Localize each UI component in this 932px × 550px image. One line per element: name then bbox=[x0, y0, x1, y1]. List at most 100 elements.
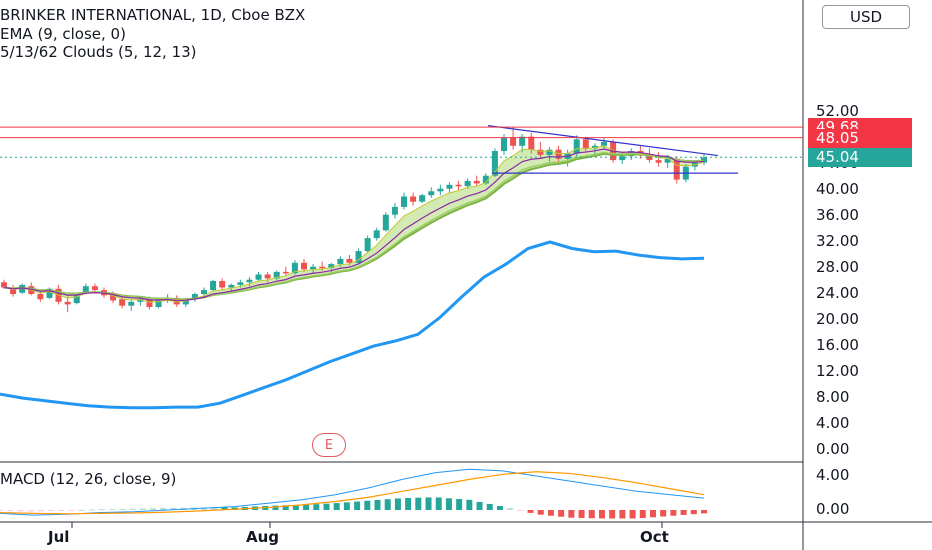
macd-histogram-bar bbox=[88, 509, 95, 511]
macd-histogram-bar bbox=[27, 510, 34, 512]
ema-9-line bbox=[3, 148, 705, 302]
candle bbox=[528, 132, 535, 154]
price-tick: 12.00 bbox=[816, 362, 859, 380]
candle-body bbox=[537, 149, 544, 155]
candle bbox=[546, 147, 553, 162]
candle-body bbox=[464, 180, 471, 187]
macd-histogram-bar bbox=[272, 505, 279, 510]
macd-histogram-bar bbox=[558, 510, 565, 517]
candle bbox=[201, 287, 207, 297]
candle bbox=[455, 180, 462, 190]
price-tick: 16.00 bbox=[816, 336, 859, 354]
macd-histogram-bar bbox=[649, 510, 656, 518]
candle-body bbox=[410, 196, 417, 202]
candle bbox=[128, 300, 135, 311]
macd-histogram-bar bbox=[292, 505, 299, 510]
candle-body bbox=[119, 299, 126, 306]
price-tick: 4.00 bbox=[816, 414, 850, 432]
macd-histogram-bar bbox=[639, 510, 646, 519]
macd-histogram-bar bbox=[547, 510, 554, 516]
candle-body bbox=[482, 175, 489, 184]
candle-body bbox=[473, 180, 480, 184]
macd-histogram-bar bbox=[374, 499, 381, 510]
candle bbox=[510, 126, 517, 150]
macd-histogram-bar bbox=[435, 497, 442, 510]
candle-body bbox=[401, 196, 407, 207]
macd-histogram-bar bbox=[660, 510, 667, 517]
candle-body bbox=[273, 271, 280, 279]
candle-body bbox=[210, 281, 217, 291]
macd-histogram-bar bbox=[527, 510, 534, 513]
macd-histogram-bar bbox=[303, 504, 310, 510]
time-label-jul: Jul bbox=[48, 528, 70, 546]
macd-histogram-bar bbox=[109, 509, 116, 511]
macd-histogram-bar bbox=[445, 498, 452, 510]
candle bbox=[437, 184, 444, 196]
price-tick: 32.00 bbox=[816, 232, 859, 250]
candle bbox=[382, 212, 389, 232]
candle bbox=[473, 175, 480, 187]
macd-histogram-bar bbox=[201, 507, 208, 510]
candle-body bbox=[155, 300, 162, 307]
macd-legend[interactable]: MACD (12, 26, close, 9) bbox=[0, 470, 177, 488]
macd-histogram-bar bbox=[354, 501, 361, 510]
macd-histogram-bar bbox=[507, 508, 514, 510]
candle-body bbox=[664, 158, 671, 163]
ema-12-line bbox=[3, 151, 705, 301]
candle bbox=[264, 271, 271, 283]
symbol-title[interactable]: BRINKER INTERNATIONAL, 1D, Cboe BZX bbox=[0, 6, 306, 24]
candle-body bbox=[191, 294, 198, 300]
candle-body bbox=[264, 274, 271, 279]
macd-histogram-bar bbox=[680, 510, 687, 515]
macd-histogram-bar bbox=[701, 510, 707, 514]
candle-body bbox=[555, 149, 562, 159]
candle bbox=[255, 271, 262, 281]
macd-histogram-bar bbox=[282, 505, 289, 510]
macd-histogram-bar bbox=[119, 508, 126, 510]
macd-histogram-bar bbox=[48, 510, 55, 512]
candle-body bbox=[37, 294, 44, 300]
macd-histogram-bar bbox=[333, 503, 340, 510]
macd-histogram-bar bbox=[394, 498, 401, 510]
candle-body bbox=[501, 138, 507, 151]
macd-histogram-bar bbox=[486, 503, 493, 510]
candle-body bbox=[237, 282, 244, 285]
macd-histogram-bar bbox=[68, 510, 75, 511]
clouds-legend[interactable]: 5/13/62 Clouds (5, 12, 13) bbox=[0, 43, 197, 61]
candle-body bbox=[82, 286, 89, 293]
macd-histogram-bar bbox=[609, 510, 616, 519]
macd-histogram-bar bbox=[690, 510, 697, 515]
candle bbox=[401, 192, 407, 210]
candle-body bbox=[510, 138, 517, 146]
candle-body bbox=[319, 266, 326, 269]
cloud-fill bbox=[4, 145, 704, 303]
candle-body bbox=[73, 294, 80, 304]
currency-button[interactable]: USD bbox=[822, 5, 910, 29]
candle-body bbox=[646, 154, 653, 161]
macd-histogram-bar bbox=[578, 510, 585, 518]
ema-cloud bbox=[4, 145, 704, 303]
candle bbox=[537, 141, 544, 159]
macd-histogram-bar bbox=[364, 500, 371, 510]
ema-13-line bbox=[3, 152, 705, 301]
price-tick: 36.00 bbox=[816, 206, 859, 224]
candle bbox=[419, 193, 426, 203]
macd-histogram-bar bbox=[99, 509, 106, 511]
price-tick: 28.00 bbox=[816, 258, 859, 276]
earnings-marker[interactable]: E bbox=[312, 433, 346, 457]
candle-body bbox=[391, 206, 398, 215]
candle bbox=[373, 227, 380, 241]
candle-body bbox=[146, 299, 153, 307]
price-tick: 0.00 bbox=[816, 440, 850, 458]
ema-legend[interactable]: EMA (9, close, 0) bbox=[0, 25, 126, 43]
candle-body bbox=[491, 151, 498, 176]
candle bbox=[446, 182, 453, 193]
macd-histogram-bar bbox=[405, 497, 412, 510]
price-badge: 48.05 bbox=[808, 128, 912, 148]
candle-body bbox=[128, 301, 135, 306]
candle-body bbox=[219, 281, 226, 288]
macd-histogram-bar bbox=[496, 506, 503, 510]
macd-histogram-bar bbox=[343, 502, 350, 510]
candle-body bbox=[419, 195, 426, 202]
